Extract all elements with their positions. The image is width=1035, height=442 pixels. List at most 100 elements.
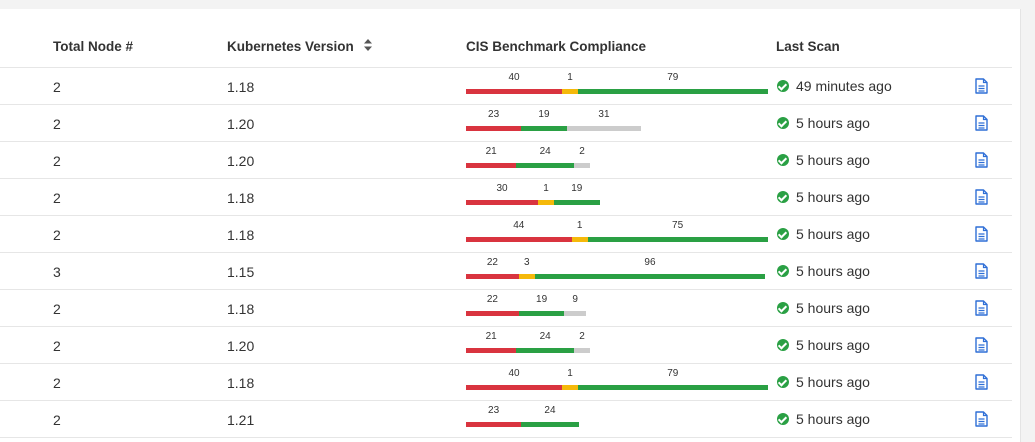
last-scan-time: 5 hours ago (796, 374, 870, 390)
table-row[interactable]: 2 1.20 21 24 2 5 hours ago (0, 142, 1012, 179)
cis-compliance-bar[interactable]: 23 24 (466, 405, 579, 431)
cis-segment-label: 24 (539, 146, 551, 157)
success-check-icon (777, 154, 789, 166)
report-document-icon[interactable] (975, 337, 988, 353)
node-count: 2 (53, 79, 61, 95)
column-header-nodes[interactable]: Total Node # (53, 39, 134, 54)
cis-compliance-bar[interactable]: 44 1 75 (466, 220, 768, 246)
kubernetes-version: 1.18 (227, 79, 255, 95)
node-count: 2 (53, 301, 61, 317)
report-document-icon[interactable] (975, 411, 988, 427)
last-scan-time: 5 hours ago (796, 411, 870, 427)
cis-segment-bar (466, 89, 562, 94)
table-row[interactable]: 2 1.18 30 1 19 5 hours ago (0, 179, 1012, 216)
cis-segment-bar (466, 348, 517, 353)
cis-segment-pass: 75 (587, 220, 768, 246)
cis-compliance-bar[interactable]: 40 1 79 (466, 368, 768, 394)
cis-segment-label: 79 (667, 72, 679, 83)
cis-segment-pass: 24 (516, 331, 574, 357)
cis-segment-label: 79 (667, 368, 679, 379)
last-scan-time: 5 hours ago (796, 337, 870, 353)
cis-segment-fail: 40 (466, 72, 562, 98)
cis-segment-warn: 1 (538, 183, 554, 209)
cis-segment-label: 3 (524, 257, 530, 268)
cis-segment-bar (516, 163, 574, 168)
cis-segment-label: 24 (539, 331, 551, 342)
cis-segment-bar (538, 200, 554, 205)
cis-segment-label: 44 (513, 220, 525, 231)
cis-segment-bar (571, 237, 588, 242)
cis-segment-label: 30 (496, 183, 508, 194)
kubernetes-version: 1.21 (227, 412, 255, 428)
last-scan: 5 hours ago (777, 189, 870, 205)
report-document-icon[interactable] (975, 263, 988, 279)
cis-compliance-bar[interactable]: 30 1 19 (466, 183, 600, 209)
table-row[interactable]: 2 1.18 40 1 79 5 hours ago (0, 364, 1012, 401)
cis-segment-bar (562, 385, 578, 390)
last-scan: 5 hours ago (777, 337, 870, 353)
table-row[interactable]: 2 1.20 21 24 2 5 hours ago (0, 327, 1012, 364)
cis-segment-warn: 3 (518, 257, 535, 283)
last-scan: 5 hours ago (777, 300, 870, 316)
table-row[interactable]: 2 1.21 23 24 5 hours ago (0, 401, 1012, 438)
cis-segment-bar (564, 311, 586, 316)
report-document-icon[interactable] (975, 78, 988, 94)
table-row[interactable]: 2 1.20 23 19 31 5 hours ago (0, 105, 1012, 142)
cis-segment-label: 23 (488, 109, 500, 120)
kubernetes-version: 1.18 (227, 301, 255, 317)
column-header-version[interactable]: Kubernetes Version (227, 39, 354, 54)
cis-compliance-bar[interactable]: 22 19 9 (466, 294, 586, 320)
cis-segment-pass: 24 (521, 405, 579, 431)
last-scan-time: 5 hours ago (796, 263, 870, 279)
cis-segment-bar (578, 89, 768, 94)
sort-icon[interactable] (363, 38, 373, 52)
cis-segment-label: 75 (672, 220, 684, 231)
report-document-icon[interactable] (975, 300, 988, 316)
report-document-icon[interactable] (975, 189, 988, 205)
node-count: 2 (53, 116, 61, 132)
cis-segment-label: 1 (567, 72, 573, 83)
cis-segment-label: 1 (567, 368, 573, 379)
cis-segment-label: 31 (598, 109, 610, 120)
table-row[interactable]: 2 1.18 44 1 75 5 hours ago (0, 216, 1012, 253)
cis-compliance-bar[interactable]: 21 24 2 (466, 146, 590, 172)
kubernetes-version: 1.20 (227, 153, 255, 169)
last-scan: 5 hours ago (777, 226, 870, 242)
cis-segment-fail: 30 (466, 183, 538, 209)
last-scan-time: 5 hours ago (796, 115, 870, 131)
cis-compliance-bar[interactable]: 23 19 31 (466, 109, 642, 135)
cis-segment-na: 9 (564, 294, 586, 320)
report-document-icon[interactable] (975, 226, 988, 242)
node-count: 2 (53, 375, 61, 391)
report-document-icon[interactable] (975, 115, 988, 131)
cis-compliance-bar[interactable]: 22 3 96 (466, 257, 766, 283)
cis-segment-fail: 40 (466, 368, 562, 394)
cis-segment-fail: 23 (466, 405, 522, 431)
table-row[interactable]: 3 1.15 22 3 96 5 hours ago (0, 253, 1012, 290)
cis-segment-label: 9 (572, 294, 578, 305)
success-check-icon (777, 339, 789, 351)
last-scan: 5 hours ago (777, 411, 870, 427)
cis-segment-pass: 79 (578, 72, 768, 98)
kubernetes-version: 1.18 (227, 375, 255, 391)
node-count: 2 (53, 227, 61, 243)
cis-segment-fail: 23 (466, 109, 522, 135)
cis-segment-fail: 21 (466, 146, 517, 172)
clusters-table: Total Node # Kubernetes Version CIS Benc… (0, 9, 1012, 438)
cis-segment-na: 2 (573, 146, 590, 172)
cis-compliance-bar[interactable]: 40 1 79 (466, 72, 768, 98)
column-header-last-scan[interactable]: Last Scan (776, 39, 840, 54)
table-row[interactable]: 2 1.18 40 1 79 49 minutes ago (0, 68, 1012, 105)
last-scan: 5 hours ago (777, 115, 870, 131)
cis-segment-fail: 22 (466, 294, 519, 320)
success-check-icon (777, 376, 789, 388)
cis-segment-label: 96 (644, 257, 656, 268)
column-header-cis[interactable]: CIS Benchmark Compliance (466, 39, 647, 54)
cis-segment-bar (466, 385, 562, 390)
report-document-icon[interactable] (975, 152, 988, 168)
cis-compliance-bar[interactable]: 21 24 2 (466, 331, 590, 357)
report-document-icon[interactable] (975, 374, 988, 390)
cis-segment-label: 1 (543, 183, 549, 194)
table-row[interactable]: 2 1.18 22 19 9 5 hours ago (0, 290, 1012, 327)
cis-segment-pass: 19 (521, 109, 567, 135)
